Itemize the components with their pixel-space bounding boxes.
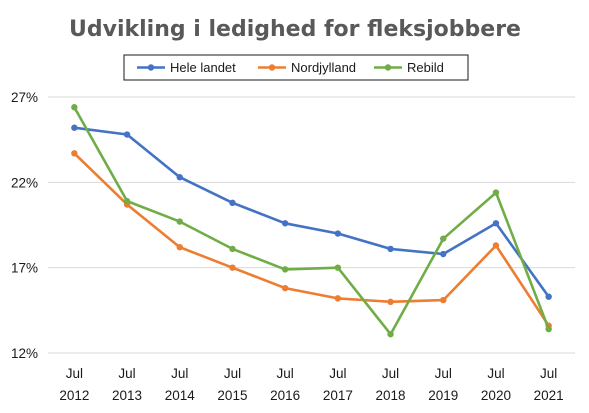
series-line [74,126,550,298]
x-tick-label: 2017 [323,388,353,403]
y-tick-label: 12% [11,346,38,361]
data-point [440,250,447,258]
x-tick-label: 2012 [59,388,89,403]
y-tick-label: 17% [11,261,38,276]
x-tick-label: Jul [224,366,241,381]
series-hele-landet [71,124,552,300]
data-point [71,124,78,131]
data-point [176,218,183,225]
data-point [229,245,236,253]
legend-entry: Rebild [374,60,444,75]
data-point [123,131,131,138]
series-layer [71,104,552,338]
y-tick-label: 22% [11,175,38,190]
x-tick-label: Jul [66,366,83,381]
data-point [387,245,394,253]
x-tick-label: Jul [171,366,188,381]
data-point [334,230,342,237]
data-point [334,295,342,302]
x-axis-ticks: Jul 2012 Jul 2013 Jul 2014 Jul 2015 Jul 2016 Jul 20… [59,366,563,403]
x-tick-label: 2014 [165,388,196,403]
gridlines [48,96,575,354]
legend-label: Rebild [407,60,444,75]
x-tick-label: 2020 [481,388,511,403]
series-rebild [71,104,552,338]
series-line [73,106,550,336]
data-point [492,189,500,196]
legend-label: Nordjylland [291,60,356,75]
y-axis-ticks: 12% 17% 22% 27% [11,90,38,361]
legend-label: Hele landet [170,60,236,75]
data-point [281,266,289,273]
data-point [281,220,289,227]
series-line [73,152,550,327]
data-point [387,331,394,338]
data-point [71,150,78,157]
series-nordjylland [71,150,552,329]
x-tick-label: Jul [487,366,504,381]
x-tick-label: Jul [540,366,557,381]
x-tick-label: Jul [277,366,294,381]
data-point [123,197,131,205]
data-point [440,296,447,304]
x-tick-label: Jul [329,366,346,381]
x-tick-label: 2018 [376,388,406,403]
data-point [387,298,394,305]
data-point [71,104,78,111]
data-point [440,235,447,242]
x-tick-label: Jul [435,366,452,381]
data-point [545,293,552,300]
legend-swatch-marker [147,64,155,71]
legend-swatch-marker [384,64,392,71]
x-tick-label: 2021 [534,388,564,403]
legend: Hele landet Nordjylland Rebild [123,54,469,81]
data-point [229,199,236,207]
y-tick-label: 27% [11,90,38,105]
x-tick-label: 2015 [217,388,247,403]
data-point [545,325,552,333]
x-tick-label: Jul [118,366,135,381]
data-point [281,284,289,292]
data-point [176,243,183,251]
data-point [176,174,183,181]
legend-box [123,54,469,81]
x-tick-label: 2016 [270,388,300,403]
chart-title: Udvikling i ledighed for fleksjobbere [69,17,521,42]
legend-entry: Hele landet [137,60,236,75]
data-point [492,242,500,249]
data-point [229,264,236,271]
legend-swatch-marker [268,64,276,71]
data-point [334,264,342,271]
x-tick-label: 2013 [112,388,142,403]
x-tick-label: Jul [382,366,399,381]
legend-entry: Nordjylland [258,60,356,75]
x-tick-label: 2019 [428,388,458,403]
data-point [492,220,500,227]
